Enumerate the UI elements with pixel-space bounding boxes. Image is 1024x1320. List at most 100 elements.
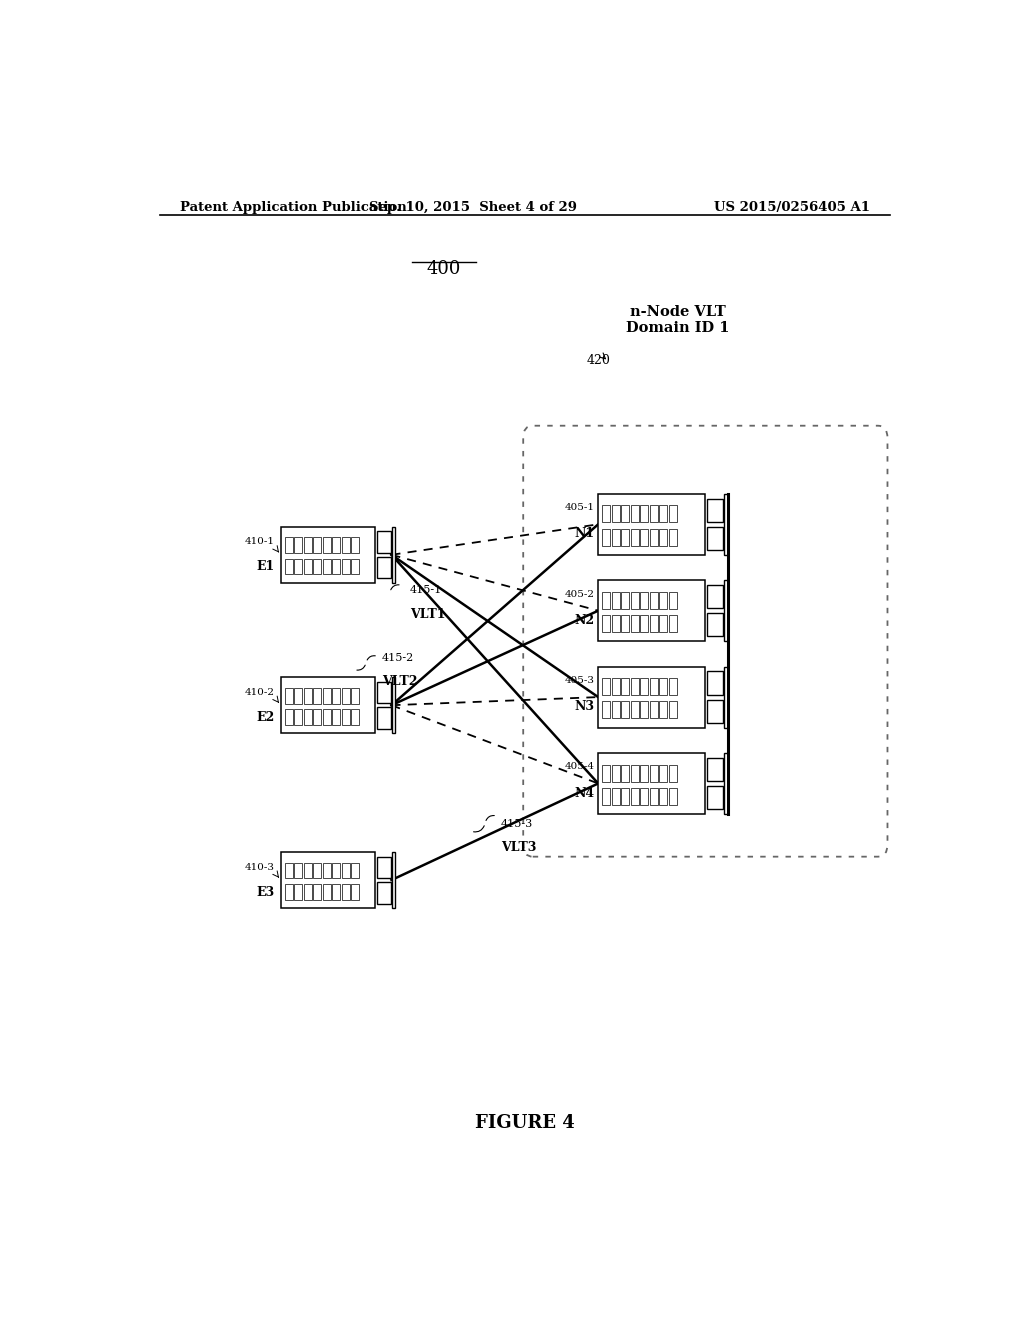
Bar: [377, 681, 391, 704]
Bar: [351, 558, 359, 574]
Bar: [724, 667, 728, 727]
Bar: [333, 863, 340, 878]
Bar: [602, 615, 610, 632]
Bar: [611, 591, 620, 609]
Bar: [285, 884, 293, 900]
Text: E2: E2: [256, 710, 274, 723]
Bar: [342, 863, 350, 878]
Bar: [640, 788, 648, 805]
Bar: [622, 701, 629, 718]
Bar: [640, 615, 648, 632]
Bar: [602, 764, 610, 781]
Bar: [669, 591, 677, 609]
Bar: [294, 709, 302, 725]
Bar: [708, 758, 723, 781]
Bar: [294, 558, 302, 574]
Text: E3: E3: [256, 886, 274, 899]
Bar: [351, 709, 359, 725]
Bar: [602, 701, 610, 718]
Bar: [622, 528, 629, 545]
Text: Sep. 10, 2015  Sheet 4 of 29: Sep. 10, 2015 Sheet 4 of 29: [370, 201, 578, 214]
Bar: [377, 532, 391, 553]
Bar: [631, 678, 639, 696]
Bar: [650, 788, 657, 805]
Bar: [622, 615, 629, 632]
Text: Domain ID 1: Domain ID 1: [627, 321, 730, 335]
Text: 405-3: 405-3: [564, 676, 594, 685]
Bar: [640, 528, 648, 545]
Bar: [640, 678, 648, 696]
Bar: [333, 709, 340, 725]
Bar: [333, 558, 340, 574]
Bar: [392, 677, 395, 733]
Bar: [281, 677, 376, 733]
Bar: [724, 494, 728, 554]
Bar: [281, 853, 376, 908]
Bar: [611, 506, 620, 523]
Bar: [602, 506, 610, 523]
Bar: [598, 581, 706, 642]
Text: US 2015/0256405 A1: US 2015/0256405 A1: [714, 201, 870, 214]
Bar: [377, 882, 391, 903]
Bar: [631, 764, 639, 781]
Bar: [342, 688, 350, 704]
Bar: [602, 788, 610, 805]
Bar: [323, 884, 331, 900]
Bar: [659, 678, 668, 696]
Bar: [377, 708, 391, 729]
Bar: [724, 581, 728, 642]
Bar: [659, 528, 668, 545]
Bar: [285, 688, 293, 704]
Text: 410-1: 410-1: [245, 537, 274, 546]
Bar: [669, 528, 677, 545]
Bar: [669, 615, 677, 632]
Bar: [602, 678, 610, 696]
Bar: [708, 672, 723, 694]
Bar: [342, 537, 350, 553]
Bar: [631, 701, 639, 718]
Bar: [708, 499, 723, 521]
Text: 405-4: 405-4: [564, 762, 594, 771]
Bar: [611, 528, 620, 545]
Text: Patent Application Publication: Patent Application Publication: [179, 201, 407, 214]
FancyBboxPatch shape: [523, 426, 888, 857]
Bar: [640, 701, 648, 718]
Bar: [377, 557, 391, 578]
Bar: [708, 585, 723, 609]
Bar: [598, 752, 706, 814]
Text: n-Node VLT: n-Node VLT: [630, 305, 726, 318]
Bar: [659, 591, 668, 609]
Bar: [333, 688, 340, 704]
Bar: [640, 591, 648, 609]
Bar: [323, 558, 331, 574]
Bar: [650, 701, 657, 718]
Bar: [650, 615, 657, 632]
Text: 415-1: 415-1: [410, 586, 442, 595]
Bar: [294, 884, 302, 900]
Bar: [659, 788, 668, 805]
Bar: [392, 527, 395, 582]
Bar: [659, 506, 668, 523]
Bar: [708, 785, 723, 809]
Bar: [622, 764, 629, 781]
Text: 410-3: 410-3: [245, 863, 274, 871]
Bar: [598, 667, 706, 727]
Bar: [631, 615, 639, 632]
Bar: [392, 853, 395, 908]
Text: 400: 400: [427, 260, 461, 279]
Bar: [313, 688, 322, 704]
Text: VLT2: VLT2: [382, 675, 418, 688]
Bar: [622, 678, 629, 696]
Bar: [611, 615, 620, 632]
Bar: [294, 537, 302, 553]
Bar: [294, 688, 302, 704]
Bar: [631, 591, 639, 609]
Bar: [611, 678, 620, 696]
Text: E1: E1: [256, 561, 274, 573]
Bar: [602, 591, 610, 609]
Bar: [304, 537, 311, 553]
Bar: [294, 863, 302, 878]
Text: 420: 420: [587, 354, 610, 367]
Text: 405-2: 405-2: [564, 590, 594, 598]
Bar: [351, 863, 359, 878]
